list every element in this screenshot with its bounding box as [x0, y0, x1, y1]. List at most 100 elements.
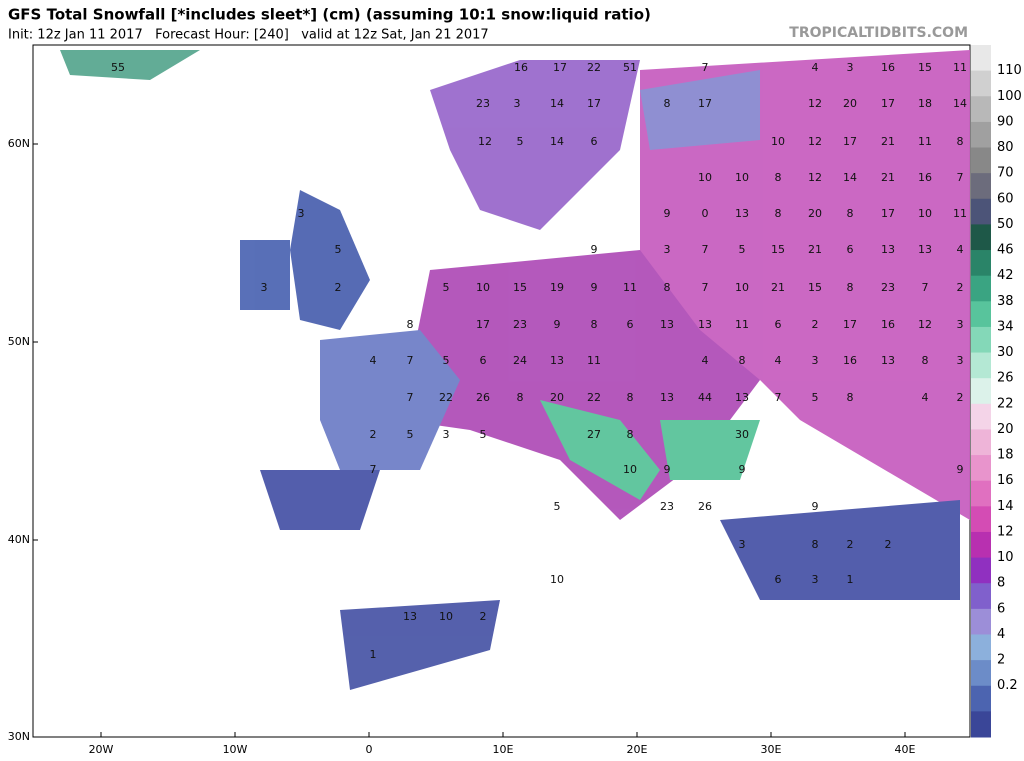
map-value-label: 3 [443, 428, 450, 441]
map-value-label: 8 [847, 281, 854, 294]
colorbar-label: 70 [997, 166, 1014, 181]
map-value-label: 13 [660, 318, 674, 331]
colorbar-label: 10 [997, 550, 1014, 565]
colorbar-segment [971, 45, 991, 72]
map-value-label: 3 [847, 61, 854, 74]
colorbar-label: 26 [997, 371, 1014, 386]
map-value-label: 23 [881, 281, 895, 294]
map-value-label: 4 [702, 354, 709, 367]
colorbar-segment [971, 326, 991, 354]
map-value-label: 20 [550, 391, 564, 404]
colorbar-label: 80 [997, 140, 1014, 155]
map-value-label: 21 [881, 135, 895, 148]
map-value-label: 16 [514, 61, 528, 74]
map-value-label: 2 [957, 281, 964, 294]
colorbar-label: 90 [997, 114, 1014, 129]
map-value-label: 23 [513, 318, 527, 331]
map-value-label: 7 [702, 281, 709, 294]
map-value-label: 17 [587, 97, 601, 110]
map-value-label: 23 [660, 500, 674, 513]
map-value-label: 6 [775, 573, 782, 586]
map-value-label: 12 [808, 135, 822, 148]
snow-region [660, 420, 760, 480]
map-value-label: 7 [407, 354, 414, 367]
map-value-label: 5 [554, 500, 561, 513]
colorbar-label: 38 [997, 294, 1014, 309]
map-value-label: 14 [953, 97, 967, 110]
map-value-label: 5 [517, 135, 524, 148]
map-value-label: 14 [550, 135, 564, 148]
colorbar-label: 42 [997, 268, 1014, 283]
map-value-label: 13 [881, 243, 895, 256]
colorbar-segment [971, 711, 991, 738]
colorbar-label: 8 [997, 576, 1005, 591]
map-value-label: 3 [957, 318, 964, 331]
map-value-label: 9 [812, 500, 819, 513]
map-value-label: 17 [698, 97, 712, 110]
map-value-label: 15 [918, 61, 932, 74]
colorbar-label: 110 [997, 63, 1022, 78]
map-value-label: 8 [775, 171, 782, 184]
map-value-label: 7 [407, 391, 414, 404]
map-value-label: 20 [808, 207, 822, 220]
map-value-label: 16 [843, 354, 857, 367]
map-value-label: 4 [957, 243, 964, 256]
map-value-label: 8 [664, 97, 671, 110]
map-value-label: 44 [698, 391, 712, 404]
map-value-label: 26 [476, 391, 490, 404]
map-value-label: 12 [808, 171, 822, 184]
map-value-label: 6 [627, 318, 634, 331]
map-value-label: 8 [739, 354, 746, 367]
colorbar-segment [971, 660, 991, 687]
snow-region [640, 70, 760, 150]
map-value-label: 6 [480, 354, 487, 367]
map-value-label: 6 [775, 318, 782, 331]
colorbar-segment [971, 121, 991, 149]
map-value-label: 20 [843, 97, 857, 110]
map-value-label: 17 [881, 97, 895, 110]
colorbar-segment [971, 96, 991, 123]
colorbar: 1101009080706050464238343026222018161412… [971, 45, 1022, 738]
map-value-label: 16 [881, 61, 895, 74]
colorbar-segment [971, 147, 991, 174]
map-value-label: 7 [775, 391, 782, 404]
map-value-label: 11 [953, 207, 967, 220]
map-value-label: 13 [918, 243, 932, 256]
map-value-label: 21 [808, 243, 822, 256]
map-value-label: 9 [554, 318, 561, 331]
map-value-label: 2 [480, 610, 487, 623]
colorbar-label: 46 [997, 243, 1014, 258]
map-value-label: 12 [478, 135, 492, 148]
map-value-label: 8 [847, 391, 854, 404]
snow-region [540, 400, 660, 500]
map-value-label: 9 [664, 463, 671, 476]
colorbar-label: 34 [997, 319, 1014, 334]
lon-label: 10W [223, 743, 248, 756]
lon-label: 0 [366, 743, 373, 756]
map-value-label: 3 [261, 281, 268, 294]
map-value-label: 8 [591, 318, 598, 331]
map-value-label: 8 [812, 538, 819, 551]
colorbar-label: 18 [997, 448, 1014, 463]
colorbar-label: 6 [997, 601, 1005, 616]
colorbar-segment [971, 557, 991, 584]
map-value-label: 11 [918, 135, 932, 148]
snow-region [640, 50, 970, 520]
map-value-label: 8 [627, 428, 634, 441]
colorbar-segment [971, 531, 991, 559]
map-value-label: 11 [587, 354, 601, 367]
map-value-label: 5 [407, 428, 414, 441]
snow-region [340, 600, 500, 690]
snow-region [290, 190, 370, 330]
colorbar-segment [971, 455, 991, 482]
map-value-label: 21 [771, 281, 785, 294]
map-value-label: 2 [885, 538, 892, 551]
map-value-label: 26 [698, 500, 712, 513]
lon-label: 30E [761, 743, 782, 756]
colorbar-label: 4 [997, 627, 1005, 642]
map-value-label: 5 [812, 391, 819, 404]
map-value-label: 0 [702, 207, 709, 220]
map-value-label: 9 [591, 281, 598, 294]
map-value-label: 10 [476, 281, 490, 294]
